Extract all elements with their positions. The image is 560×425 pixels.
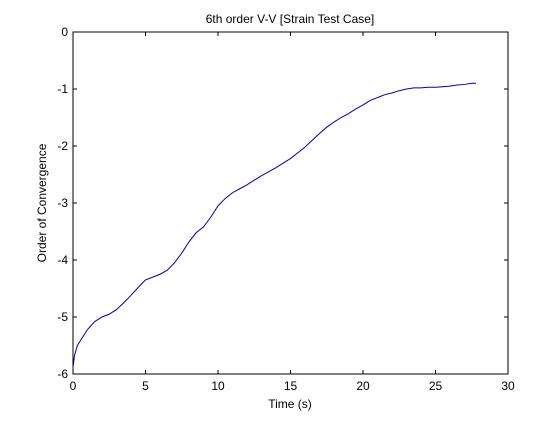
x-tick-label: 15	[284, 379, 298, 393]
series-line-0	[72, 82, 477, 366]
x-tick-label: 20	[356, 379, 370, 393]
y-tick-label: 0	[61, 25, 68, 39]
y-axis-ticks: 0 -1 -2 -3 -4 -5 -6	[57, 25, 508, 381]
plot-area: 0 5 10 15 20 25 30 0 -1 -2 -3 -4 -5 -6	[57, 25, 515, 393]
x-tick-label: 30	[501, 379, 515, 393]
y-tick-label: -6	[57, 367, 68, 381]
y-axis-label: Order of Convergence	[35, 143, 49, 262]
axes-box	[72, 31, 509, 375]
x-axis-ticks: 0 5 10 15 20 25 30	[70, 32, 515, 393]
y-tick-label: -2	[57, 139, 68, 153]
x-tick-label: 0	[70, 379, 77, 393]
x-tick-label: 25	[429, 379, 443, 393]
x-tick-label: 10	[211, 379, 225, 393]
y-tick-label: -5	[57, 310, 68, 324]
chart-title: 6th order V-V [Strain Test Case]	[206, 12, 375, 26]
series-group	[72, 82, 477, 366]
x-tick-label: 5	[142, 379, 149, 393]
y-tick-label: -1	[57, 82, 68, 96]
y-tick-label: -4	[57, 253, 68, 267]
y-tick-label: -3	[57, 196, 68, 210]
x-axis-label: Time (s)	[268, 397, 312, 411]
